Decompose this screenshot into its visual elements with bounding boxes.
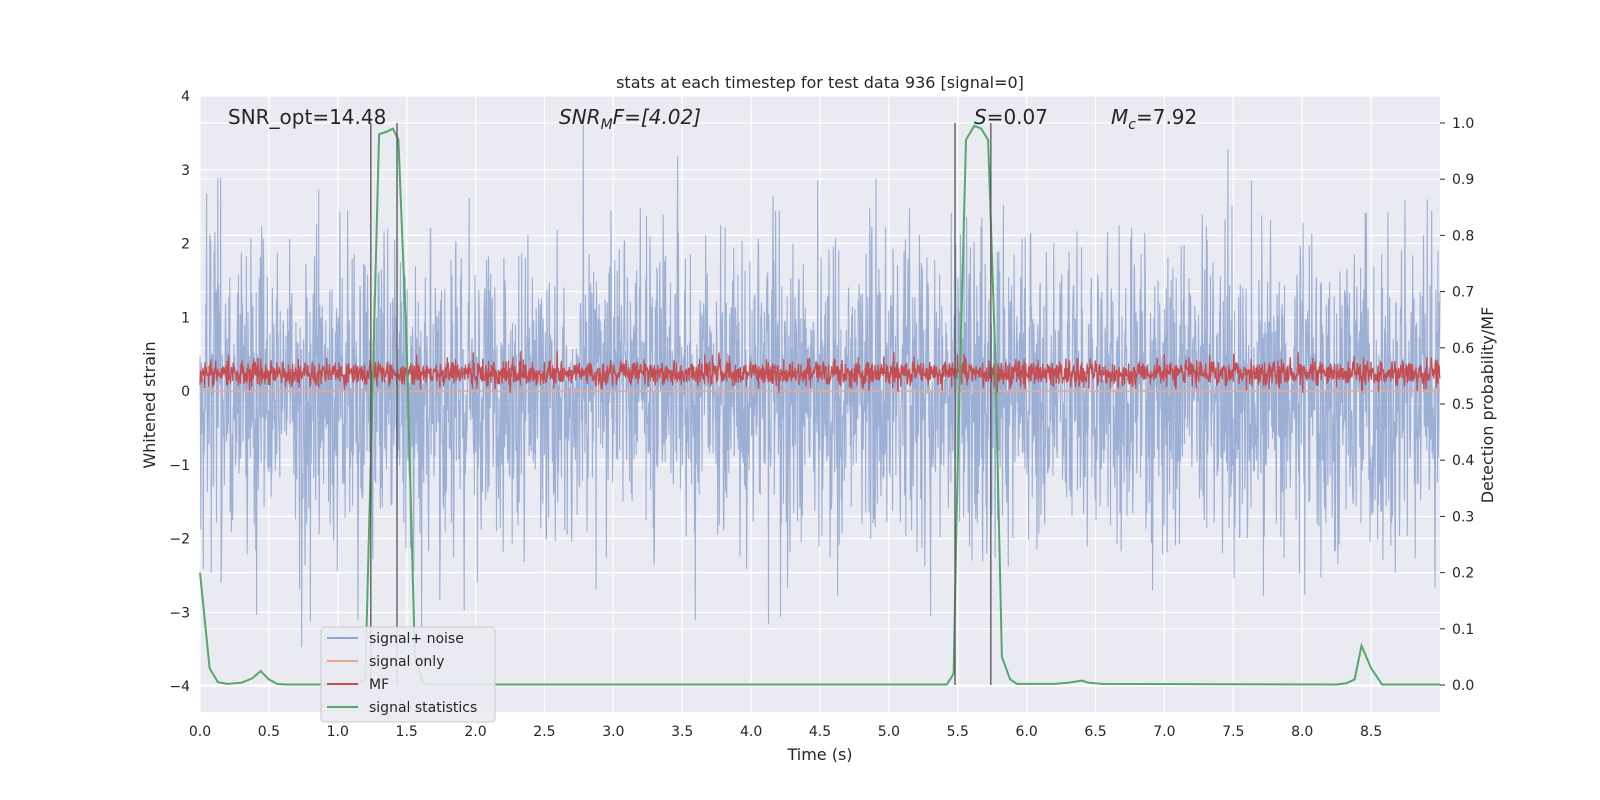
x-tick-labels: 0.0 0.5 1.0 1.5 2.0 2.5 3.0 3.5 4.0 4.5 5.0 5.5 6.0 6… [189, 724, 1382, 740]
y-right-tick-label-6: 0.6 [1452, 341, 1474, 357]
y-right-axis-label: Detection probability/MF [1478, 307, 1497, 504]
series-signal-statistics [199, 124, 1440, 686]
annotation-mc-symbol: M [1111, 105, 1128, 129]
annotation-snr-mf-subscript: M [601, 117, 613, 133]
x-tick-label-7: 3.5 [671, 724, 693, 740]
annotation-s-symbol: S [974, 105, 987, 129]
y-right-tick-label-4: 0.4 [1452, 453, 1474, 469]
y-right-tick-label-3: 0.3 [1452, 509, 1474, 525]
y-left-axis-label: Whitened strain [140, 341, 159, 468]
x-tick-label-6: 3.0 [602, 724, 624, 740]
x-tick-label-4: 2.0 [464, 724, 486, 740]
y-right-tick-label-10: 1.0 [1452, 116, 1474, 132]
series-signal-statistics-line [199, 124, 1440, 686]
annotation-snr-mf: SNRMF=[4.02] [559, 105, 701, 133]
y-right-tick-label-8: 0.8 [1452, 228, 1474, 244]
y-right-tick-label-5: 0.5 [1452, 397, 1474, 413]
annotation-s-value: =0.07 [987, 105, 1048, 129]
x-tick-label-13: 6.5 [1084, 724, 1106, 740]
annotation-s: S=0.07 [974, 105, 1048, 129]
y-right-tick-labels: 0.0 0.1 0.2 0.3 0.4 0.5 0.6 0.7 0.8 0.9 1.0 [1452, 116, 1474, 694]
legend-box [320, 626, 496, 723]
x-tick-label-3: 1.5 [396, 724, 418, 740]
x-tick-label-15: 7.5 [1222, 724, 1244, 740]
x-tick-label-16: 8.0 [1291, 724, 1313, 740]
legend-label-signal-statistics: signal statistics [369, 700, 477, 716]
y-right-tick-label-0: 0.0 [1452, 678, 1474, 694]
y-left-tick-label-0: −4 [169, 679, 190, 695]
series-signal-noise-line [199, 124, 1441, 648]
x-tick-label-5: 2.5 [533, 724, 555, 740]
y-left-tick-label-4: 0 [181, 384, 190, 400]
y-left-tick-label-5: 1 [181, 310, 190, 326]
y-right-tick-label-9: 0.9 [1452, 172, 1474, 188]
annotation-snr-mf-value: F=[4.02] [613, 105, 701, 129]
annotation-snr-opt: SNR_opt=14.48 [228, 105, 386, 129]
y-left-tick-label-1: −3 [169, 605, 190, 621]
x-tick-label-11: 5.5 [947, 724, 969, 740]
legend-label-signal-only: signal only [369, 654, 444, 670]
y-right-tick-label-2: 0.2 [1452, 566, 1474, 582]
x-tick-label-9: 4.5 [809, 724, 831, 740]
y-left-tick-label-7: 3 [181, 163, 190, 179]
x-tick-label-10: 5.0 [878, 724, 900, 740]
y-left-tick-label-2: −2 [169, 532, 190, 548]
y-left-tick-label-6: 2 [181, 237, 190, 253]
x-tick-label-12: 6.0 [1016, 724, 1038, 740]
chart-title: stats at each timestep for test data 936… [616, 73, 1024, 92]
x-tick-label-2: 1.0 [327, 724, 349, 740]
x-tick-label-0: 0.0 [189, 724, 211, 740]
vertical-lines [370, 122, 992, 686]
legend-label-mf: MF [369, 677, 389, 693]
y-left-tick-label-3: −1 [169, 458, 190, 474]
annotation-snr-mf-symbol: SNR [559, 105, 601, 129]
y-right-tick-label-7: 0.7 [1452, 285, 1474, 301]
annotation-mc-value: =7.92 [1136, 105, 1197, 129]
x-tick-label-17: 8.5 [1360, 724, 1382, 740]
legend-label-signal-noise: signal+ noise [369, 631, 464, 647]
annotation-mc-subscript: c [1128, 117, 1136, 133]
legend: signal+ noise signal only MF signal stat… [320, 626, 496, 723]
annotation-mc: Mc=7.92 [1111, 105, 1197, 133]
y-left-tick-labels: −4 −3 −2 −1 0 1 2 3 4 [169, 89, 190, 695]
x-tick-label-8: 4.0 [740, 724, 762, 740]
x-axis-label: Time (s) [786, 745, 852, 764]
y-left-tick-label-8: 4 [181, 89, 190, 105]
x-tick-label-14: 7.0 [1153, 724, 1175, 740]
series-signal-noise [199, 124, 1441, 648]
x-tick-label-1: 0.5 [258, 724, 280, 740]
y-right-tick-label-1: 0.1 [1452, 622, 1474, 638]
